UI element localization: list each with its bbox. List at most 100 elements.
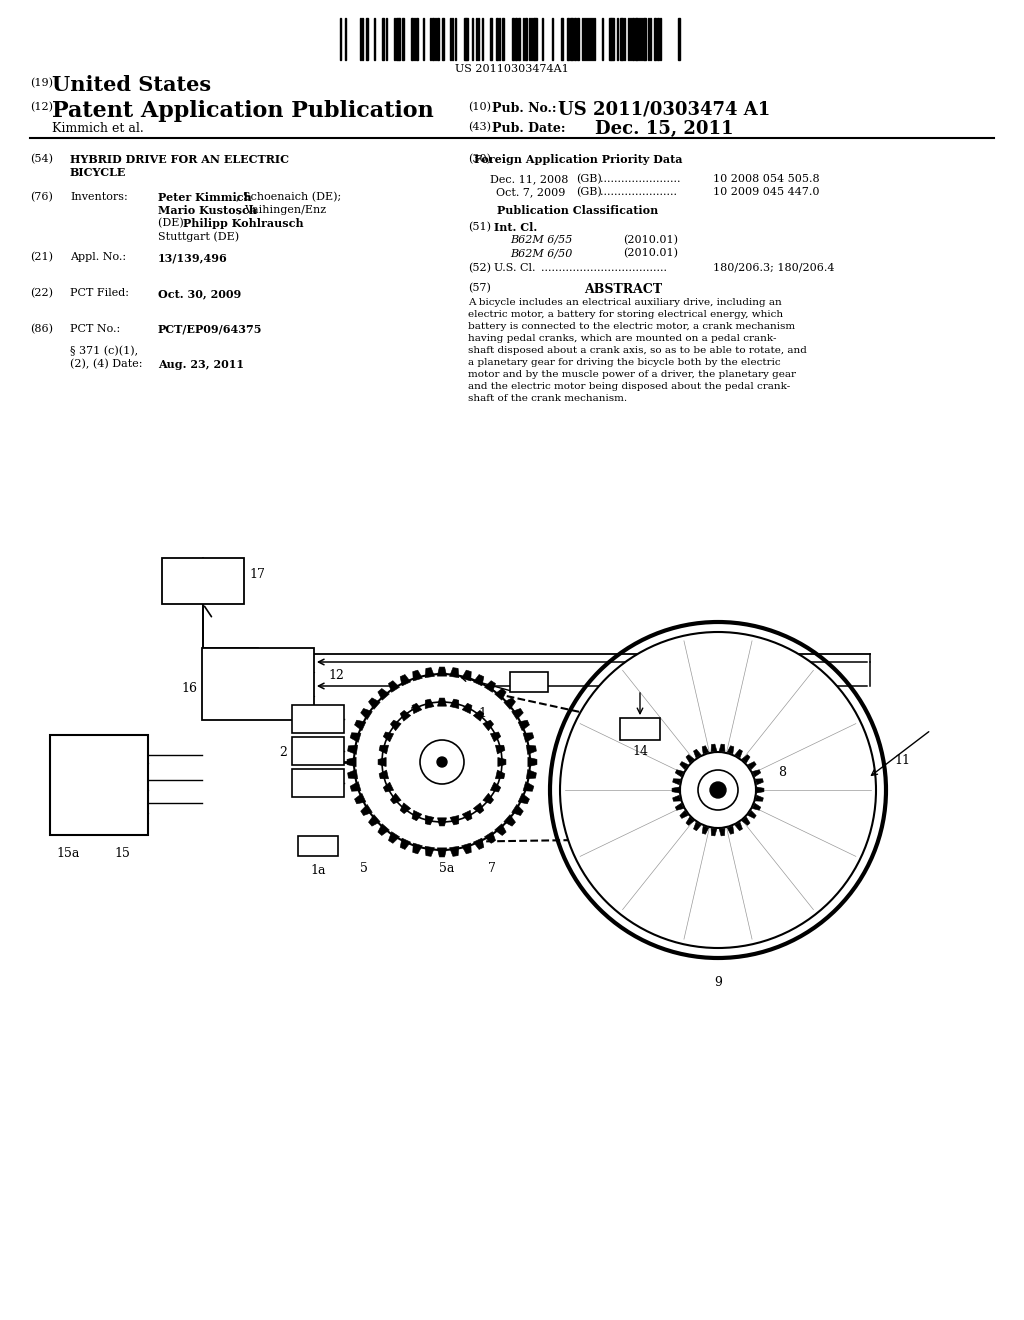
Text: 17: 17 [249, 568, 265, 581]
Polygon shape [672, 787, 679, 793]
Text: U.S. Cl.: U.S. Cl. [494, 263, 536, 273]
Circle shape [560, 632, 876, 948]
Bar [442, 18, 444, 59]
Polygon shape [390, 793, 401, 804]
Circle shape [354, 675, 530, 850]
Polygon shape [719, 744, 725, 751]
Polygon shape [425, 700, 434, 709]
Text: 7: 7 [488, 862, 496, 875]
Polygon shape [686, 755, 694, 763]
Text: motor and by the muscle power of a driver, the planetary gear: motor and by the muscle power of a drive… [468, 370, 796, 379]
Polygon shape [350, 781, 360, 791]
Bar [202, 648, 314, 719]
Bar [542, 18, 543, 59]
Text: 15a: 15a [56, 847, 80, 861]
Text: (12): (12) [30, 102, 53, 112]
Text: 4: 4 [430, 770, 438, 783]
Polygon shape [462, 810, 472, 821]
Bar [640, 18, 642, 59]
Polygon shape [504, 698, 515, 709]
Polygon shape [425, 816, 434, 825]
Text: 14: 14 [632, 744, 648, 758]
Bar [466, 18, 468, 59]
Bar [292, 737, 344, 766]
Bar [416, 18, 418, 59]
Polygon shape [412, 810, 422, 821]
Polygon shape [504, 814, 515, 826]
Bar [632, 18, 634, 59]
Text: , Vaihingen/Enz: , Vaihingen/Enz [238, 205, 326, 215]
Text: 10 2008 054 505.8: 10 2008 054 505.8 [713, 174, 819, 183]
Polygon shape [369, 814, 380, 826]
Text: Philipp Kohlrausch: Philipp Kohlrausch [183, 218, 304, 228]
Text: Patent Application Publication: Patent Application Publication [52, 100, 434, 121]
Circle shape [420, 741, 464, 784]
Text: 15: 15 [114, 847, 130, 861]
Text: ....................................: .................................... [541, 263, 667, 273]
Polygon shape [354, 793, 366, 804]
Text: 16: 16 [181, 681, 197, 694]
Text: Peter Kimmich: Peter Kimmich [158, 191, 252, 203]
Text: , Schoenaich (DE);: , Schoenaich (DE); [236, 191, 341, 202]
Text: 8: 8 [778, 766, 786, 779]
Polygon shape [388, 681, 399, 692]
Text: 5: 5 [360, 862, 368, 875]
Polygon shape [473, 675, 483, 686]
Text: PCT/EP09/64375: PCT/EP09/64375 [158, 323, 262, 335]
Text: 9: 9 [714, 975, 722, 989]
Polygon shape [450, 668, 459, 677]
Text: (54): (54) [30, 154, 53, 164]
Polygon shape [498, 758, 506, 767]
Polygon shape [496, 746, 505, 754]
Bar [657, 18, 659, 59]
Text: Publication Classification: Publication Classification [498, 205, 658, 216]
Polygon shape [383, 783, 393, 792]
Text: HYBRID DRIVE FOR AN ELECTRIC: HYBRID DRIVE FOR AN ELECTRIC [70, 154, 289, 165]
Polygon shape [425, 846, 434, 857]
Text: B62M 6/55: B62M 6/55 [510, 235, 572, 246]
Bar [628, 18, 629, 59]
Polygon shape [741, 817, 750, 825]
Text: (57): (57) [468, 282, 490, 293]
Polygon shape [412, 704, 422, 714]
Polygon shape [350, 733, 360, 742]
Polygon shape [527, 758, 537, 767]
Polygon shape [400, 675, 411, 686]
Polygon shape [473, 838, 483, 850]
Bar [490, 18, 492, 59]
Polygon shape [693, 822, 701, 830]
Text: B62M 6/50: B62M 6/50 [510, 248, 572, 257]
Text: 1: 1 [478, 708, 486, 719]
Text: (2), (4) Date:: (2), (4) Date: [70, 359, 142, 370]
Bar [359, 18, 361, 59]
Text: 12: 12 [328, 669, 344, 682]
Bar [678, 18, 680, 59]
Polygon shape [388, 832, 399, 843]
Bar [577, 18, 579, 59]
Polygon shape [686, 817, 694, 825]
Polygon shape [711, 829, 717, 836]
Text: PCT Filed:: PCT Filed: [70, 288, 129, 298]
Text: (10): (10) [468, 102, 490, 112]
Polygon shape [518, 793, 529, 804]
Text: ABSTRACT: ABSTRACT [584, 282, 663, 296]
Circle shape [698, 770, 738, 810]
Bar [518, 18, 520, 59]
Text: a planetary gear for driving the bicycle both by the electric: a planetary gear for driving the bicycle… [468, 358, 780, 367]
Text: (19): (19) [30, 78, 53, 88]
Bar [636, 18, 638, 59]
Polygon shape [400, 803, 411, 813]
Text: (51): (51) [468, 222, 490, 232]
Bar [594, 18, 595, 59]
Polygon shape [378, 758, 386, 767]
Text: PCT No.:: PCT No.: [70, 323, 120, 334]
Circle shape [382, 702, 502, 822]
Text: Aug. 23, 2011: Aug. 23, 2011 [158, 359, 244, 370]
Text: (52): (52) [468, 263, 490, 273]
Bar [50, 735, 148, 836]
Polygon shape [518, 721, 529, 731]
Text: Int. Cl.: Int. Cl. [494, 222, 538, 234]
Bar [566, 18, 568, 59]
Polygon shape [702, 826, 709, 834]
Text: Pub. Date:: Pub. Date: [492, 121, 565, 135]
